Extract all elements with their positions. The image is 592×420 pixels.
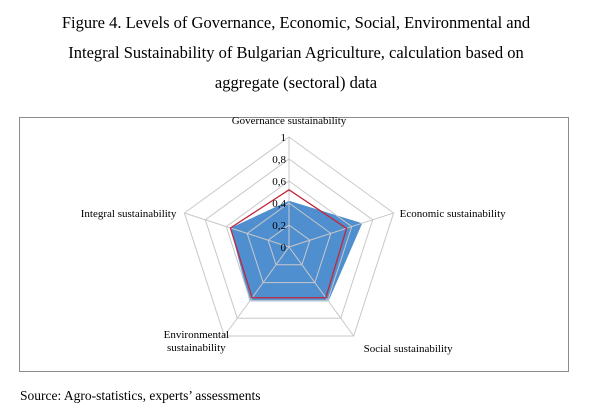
caption-line-1: Figure 4. Levels of Governance, Economic… <box>61 13 531 32</box>
grid-ring <box>225 180 353 301</box>
source-note: Source: Agro-statistics, experts’ assess… <box>20 388 261 403</box>
radial-tick-label: 1 <box>281 132 287 144</box>
axis-spoke <box>223 246 290 337</box>
axis-label: Integral sustainability <box>81 208 177 220</box>
axis-label-line: sustainability <box>167 342 226 354</box>
axis-spoke <box>288 246 355 337</box>
axis-label: Social sustainability <box>364 343 453 355</box>
grid-ring <box>183 136 395 337</box>
axis-spoke <box>288 212 394 248</box>
grid-ring <box>204 158 374 319</box>
series-area <box>230 200 363 302</box>
radial-tick-label: 0 <box>281 242 287 254</box>
axis-label-line: Social sustainability <box>364 343 453 355</box>
radial-tick-label: 0,8 <box>272 154 286 166</box>
caption-line-2: Integral Sustainability of Bulgarian Agr… <box>68 43 524 62</box>
radial-tick-label: 0,6 <box>272 176 286 188</box>
axis-label: Governance sustainability <box>232 115 347 127</box>
axis-label-line: Environmental <box>164 329 229 341</box>
axis-label-line: Integral sustainability <box>81 208 177 220</box>
caption-line-3: aggregate (sectoral) data <box>214 73 378 92</box>
radial-tick-label: 0,4 <box>272 198 286 210</box>
axis-label-line: Governance sustainability <box>232 115 347 127</box>
grid-ring <box>267 224 311 266</box>
figure-caption: Figure 4. Levels of Governance, Economic… <box>0 8 592 98</box>
axis-spoke <box>184 212 290 248</box>
axis-label-line: Economic sustainability <box>400 208 507 220</box>
grid-ring <box>246 202 332 284</box>
series-line <box>229 189 348 299</box>
axis-label: Environmental sustainability <box>164 329 229 354</box>
axis-label: Economic sustainability <box>400 208 507 220</box>
radial-tick-label: 0,2 <box>272 220 286 232</box>
